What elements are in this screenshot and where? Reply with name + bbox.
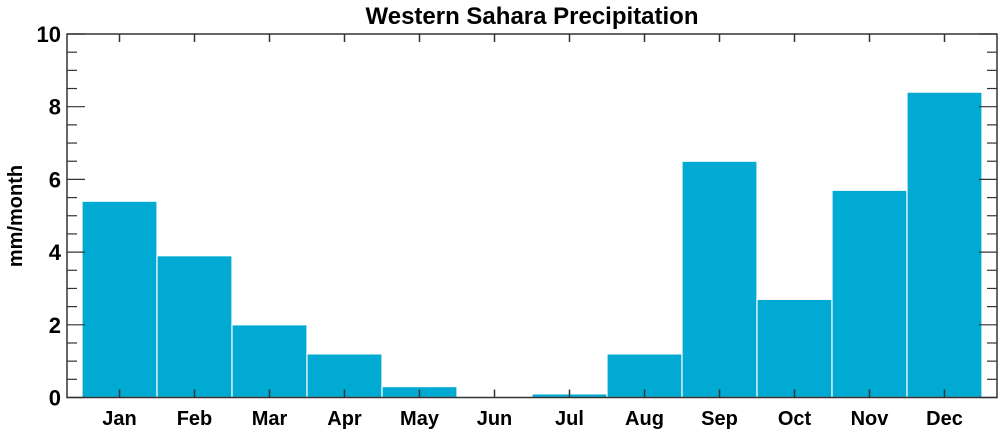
bar-sep <box>681 160 758 399</box>
x-tick-label: Feb <box>177 408 213 430</box>
x-tick-label: Mar <box>252 408 288 430</box>
y-tick-label: 10 <box>37 22 61 47</box>
y-tick-label: 8 <box>49 95 61 120</box>
x-tick-label: Jun <box>477 408 513 430</box>
x-tick-label: Nov <box>851 408 890 430</box>
y-tick-label: 2 <box>49 313 61 338</box>
x-tick-label: Oct <box>778 408 812 430</box>
bar-nov <box>831 189 908 399</box>
x-tick-label: Jan <box>102 408 136 430</box>
y-tick-label: 4 <box>49 240 62 265</box>
bar-dec <box>906 91 983 399</box>
bar-mar <box>231 324 308 399</box>
bar-oct <box>756 298 833 399</box>
x-tick-label: Jul <box>555 408 584 430</box>
y-tick-label: 6 <box>49 167 61 192</box>
x-tick-label: Aug <box>625 408 664 430</box>
bar-jan <box>81 200 158 399</box>
chart-title: Western Sahara Precipitation <box>366 3 699 30</box>
x-tick-label: Dec <box>926 408 963 430</box>
y-axis-label: mm/month <box>5 165 27 267</box>
x-tick-label: Sep <box>701 408 738 430</box>
x-tick-label: Apr <box>327 408 362 430</box>
x-tick-label: May <box>400 408 440 430</box>
y-tick-label: 0 <box>49 386 61 411</box>
bar-feb <box>156 255 233 399</box>
